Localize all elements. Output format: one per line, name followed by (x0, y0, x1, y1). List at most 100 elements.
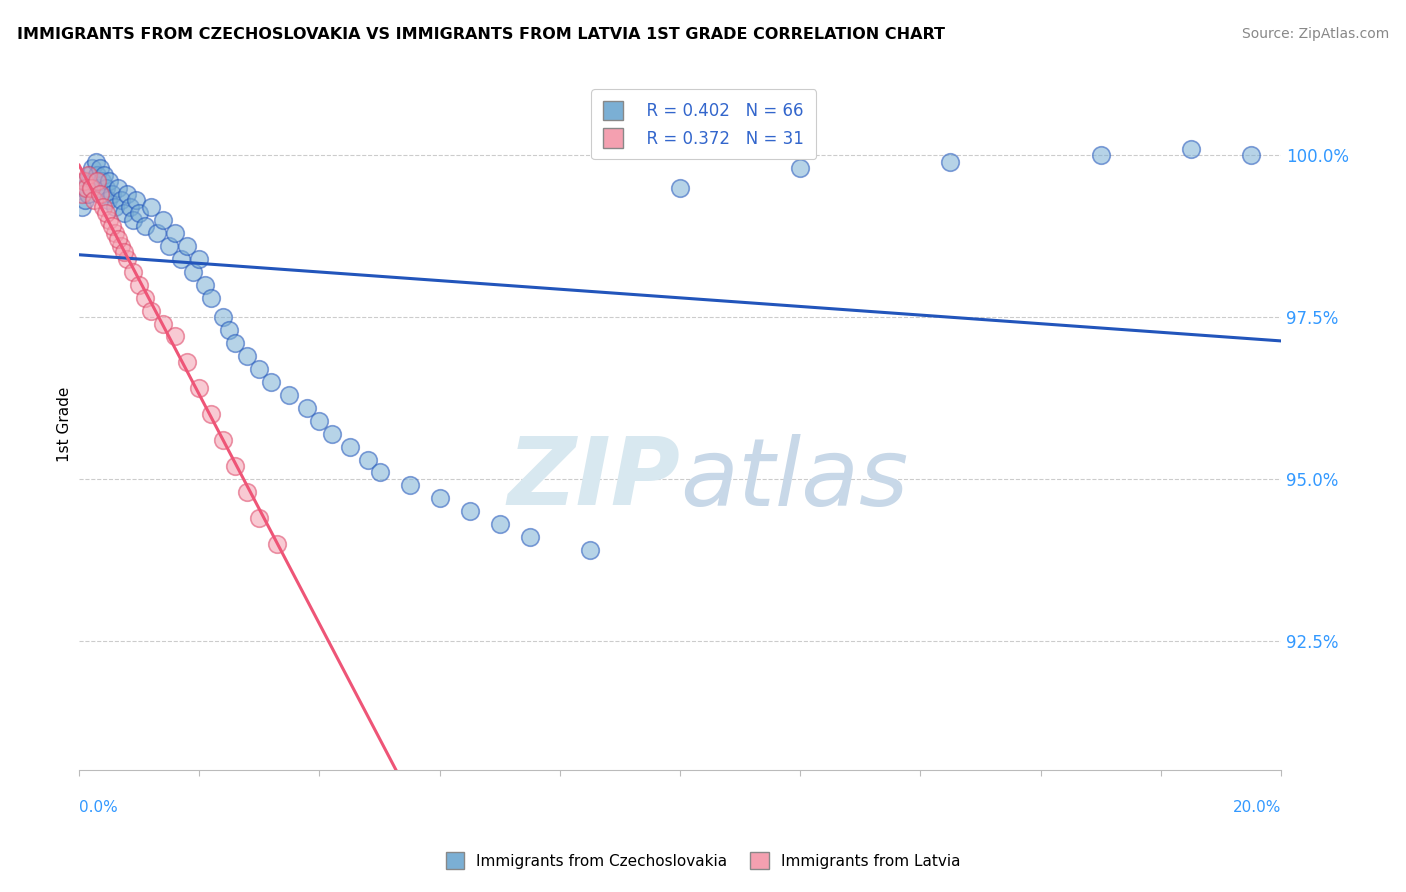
Point (89, 161, 111, 175)
Point (165, 329, 187, 343)
Point (128, 277, 150, 292)
Point (125, 194, 148, 208)
Point (86, 174, 108, 188)
Point (212, 433, 235, 447)
Point (368, 466, 391, 480)
Point (128, 206, 150, 220)
Point (79, 168, 101, 182)
Point (104, 200, 127, 214)
Text: ZIP: ZIP (508, 434, 681, 525)
Point (96, 206, 118, 220)
Point (112, 245, 135, 260)
Point (236, 484, 259, 499)
Point (789, 161, 811, 175)
Point (97, 194, 120, 208)
Point (101, 219, 124, 234)
Point (70, 200, 93, 214)
Point (122, 213, 145, 227)
Text: Source: ZipAtlas.com: Source: ZipAtlas.com (1241, 27, 1389, 41)
Point (321, 426, 343, 441)
Point (141, 303, 163, 318)
Point (134, 219, 156, 234)
Point (308, 414, 330, 428)
Point (91, 174, 114, 188)
Point (110, 194, 132, 208)
Point (194, 277, 217, 292)
Point (104, 226, 127, 240)
Point (110, 239, 132, 253)
Point (176, 355, 198, 369)
Text: atlas: atlas (681, 434, 908, 524)
Point (224, 335, 246, 350)
Point (77, 186, 100, 201)
Point (458, 504, 481, 518)
Point (297, 401, 319, 415)
Point (115, 186, 138, 201)
Point (134, 291, 156, 305)
Point (200, 291, 222, 305)
Point (200, 407, 222, 421)
Point (107, 232, 129, 246)
Point (75, 194, 97, 208)
Point (73, 180, 96, 194)
Point (82, 161, 104, 175)
Point (266, 537, 288, 551)
Point (115, 252, 138, 266)
Point (152, 317, 174, 331)
Point (101, 186, 124, 201)
Point (98, 213, 121, 227)
Point (488, 517, 510, 532)
Point (75, 174, 97, 188)
Point (141, 200, 163, 214)
Point (91, 200, 114, 214)
Point (83, 194, 105, 208)
Text: 0.0%: 0.0% (79, 800, 118, 815)
Point (120, 200, 142, 214)
Point (165, 226, 187, 240)
Point (429, 491, 451, 506)
Point (218, 323, 240, 337)
Point (86, 168, 108, 182)
Point (157, 239, 180, 253)
Point (188, 252, 211, 266)
Point (181, 265, 204, 279)
Legend: Immigrants from Czechoslovakia, Immigrants from Latvia: Immigrants from Czechoslovakia, Immigran… (440, 846, 966, 875)
Point (212, 310, 235, 324)
Point (152, 213, 174, 227)
Text: 20.0%: 20.0% (1233, 800, 1281, 815)
Point (236, 349, 259, 363)
Point (176, 239, 198, 253)
Point (89, 186, 111, 201)
Point (170, 252, 193, 266)
Point (356, 452, 378, 467)
Point (339, 440, 361, 454)
Point (96, 180, 118, 194)
Point (122, 265, 145, 279)
Point (107, 180, 129, 194)
Point (73, 174, 96, 188)
Point (112, 206, 135, 220)
Point (91, 186, 114, 201)
Point (70, 186, 93, 201)
Point (93, 168, 115, 182)
Point (260, 375, 283, 389)
Point (224, 458, 246, 473)
Point (519, 530, 541, 544)
Point (669, 180, 692, 194)
Point (398, 478, 420, 492)
Point (247, 510, 270, 524)
Point (278, 388, 301, 402)
Y-axis label: 1st Grade: 1st Grade (58, 386, 72, 461)
Point (1180, 142, 1202, 156)
Legend:   R = 0.402   N = 66,   R = 0.372   N = 31: R = 0.402 N = 66, R = 0.372 N = 31 (592, 89, 815, 160)
Point (87, 180, 110, 194)
Point (84, 154, 107, 169)
Point (939, 154, 962, 169)
Point (579, 543, 602, 558)
Point (1240, 148, 1263, 162)
Text: IMMIGRANTS FROM CZECHOSLOVAKIA VS IMMIGRANTS FROM LATVIA 1ST GRADE CORRELATION C: IMMIGRANTS FROM CZECHOSLOVAKIA VS IMMIGR… (17, 27, 945, 42)
Point (75, 180, 97, 194)
Point (146, 226, 169, 240)
Point (83, 174, 105, 188)
Point (80, 180, 103, 194)
